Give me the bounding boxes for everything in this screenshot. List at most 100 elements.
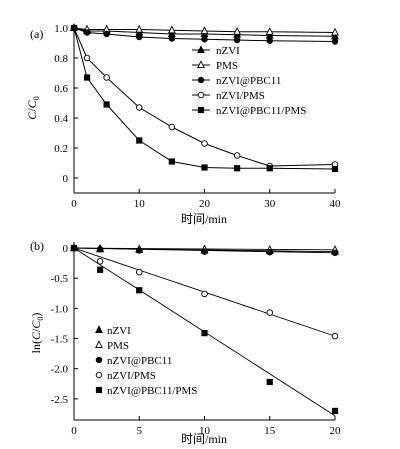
y-tick-label: 0 [63, 243, 69, 255]
data-point [167, 25, 176, 34]
x-tick-label: 30 [264, 198, 276, 210]
y-tick-label: 0 [63, 173, 69, 185]
data-point [233, 152, 241, 159]
legend-marker [197, 91, 205, 99]
y-tick-label: 1.0 [54, 23, 68, 35]
y-axis-title: C/C0 [25, 96, 41, 119]
legend-marker [95, 340, 103, 349]
data-point [331, 165, 339, 173]
data-point [70, 244, 78, 252]
legend-entry: nZVI/PMS [95, 370, 156, 382]
y-tick-label: 0.8 [54, 53, 68, 65]
x-tick-label: 0 [71, 198, 77, 210]
y-tick-label: -0.5 [51, 273, 69, 285]
legend-entry: PMS [95, 340, 129, 352]
data-point [83, 54, 91, 62]
legend-marker [95, 325, 103, 334]
panel-label: (b) [30, 239, 44, 253]
y-tick-label: -2.0 [51, 364, 69, 376]
legend-label: nZVI@PBC11/PMS [107, 385, 197, 397]
panel-label: (a) [30, 27, 43, 41]
legend-entry: PMS [192, 60, 238, 72]
data-point [201, 36, 208, 43]
data-point [331, 38, 339, 45]
data-point [70, 24, 78, 32]
x-tick-label: 15 [264, 425, 276, 437]
x-axis-title: 时间/min [181, 432, 227, 446]
panel-b: (b) 0 5 10 15 20 0 -0.5 -1.0 -1.5 -2.0 -2.5 时间/min ln… [29, 239, 341, 446]
series-nZVI@PBC11/PMS [70, 24, 339, 173]
legend-marker [197, 60, 205, 69]
data-point [201, 290, 208, 298]
data-point [135, 247, 143, 254]
data-point [97, 266, 104, 273]
data-point [331, 332, 339, 340]
x-tick-label: 0 [71, 425, 77, 437]
data-point [135, 104, 143, 111]
data-point [135, 33, 143, 41]
panel-a: (a) 0 10 20 30 40 0 0.2 0.4 0.6 0.8 1.0 时间/min C/C0 nZ… [25, 23, 341, 226]
series-nZVI/PMS [70, 24, 339, 170]
legend-entry: nZVI@PBC11/PMS [95, 385, 197, 397]
y-tick-label: -1.5 [51, 334, 69, 346]
data-point [135, 268, 143, 276]
data-point [136, 287, 143, 294]
data-point [168, 158, 175, 165]
legend-marker [197, 45, 205, 54]
data-point [331, 407, 339, 415]
data-point [265, 26, 274, 35]
y-tick-label: 0.4 [54, 113, 68, 125]
legend-marker [197, 106, 205, 114]
data-point [96, 258, 104, 265]
legend-entry: nZVI [95, 325, 131, 337]
data-point [234, 165, 241, 172]
legend-label: PMS [216, 60, 238, 72]
legend-label: nZVI [216, 45, 240, 57]
legend-marker [95, 371, 103, 379]
x-tick-label: 5 [137, 425, 143, 437]
legend-marker [197, 76, 205, 84]
data-point [233, 36, 241, 44]
legend-entry: nZVI [192, 45, 240, 57]
data-point [201, 330, 208, 337]
series-PMS [70, 23, 339, 36]
legend-label: nZVI@PBC11/PMS [216, 105, 306, 117]
data-point [103, 101, 110, 108]
data-point [200, 26, 209, 35]
series-nZVI@PBC11/PMS [70, 244, 339, 417]
data-point [201, 164, 208, 171]
data-point [266, 249, 274, 256]
legend-label: nZVI/PMS [216, 90, 265, 102]
data-point [168, 123, 176, 131]
series-line [73, 27, 336, 170]
data-point [266, 37, 274, 45]
x-tick-label: 40 [330, 198, 342, 210]
y-tick-label: -2.5 [51, 394, 69, 406]
x-tick-label: 20 [199, 198, 211, 210]
legend-label: nZVI [107, 325, 131, 337]
y-tick-label: 0.6 [54, 83, 68, 95]
data-point [83, 74, 91, 81]
legend-entry: nZVI@PBC11 [95, 355, 172, 367]
x-tick-label: 10 [134, 198, 146, 210]
x-axis-title: 时间/min [181, 212, 227, 226]
data-point [201, 140, 208, 147]
legend-entry: nZVI/PMS [192, 90, 265, 102]
data-point [331, 249, 339, 257]
legend-label: nZVI@PBC11 [216, 75, 281, 87]
data-point [135, 24, 144, 33]
data-point [201, 248, 208, 255]
y-axis-title: ln(C/C0) [29, 313, 45, 354]
legend-marker [95, 386, 103, 394]
data-point [233, 26, 242, 35]
data-point [103, 30, 110, 38]
y-tick-label: -1.0 [51, 303, 69, 315]
x-tick-label: 10 [199, 425, 211, 437]
legend-label: nZVI/PMS [107, 370, 156, 382]
x-tick-label: 20 [330, 425, 342, 437]
legend-marker [95, 356, 103, 364]
data-point [96, 245, 104, 253]
legend-label: nZVI@PBC11 [107, 355, 172, 367]
y-tick-label: 0.2 [54, 143, 68, 155]
